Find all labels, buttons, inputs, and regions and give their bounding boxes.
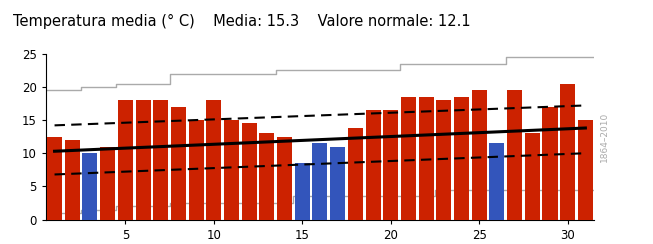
Bar: [330, 147, 345, 220]
Bar: [206, 100, 221, 220]
Bar: [242, 123, 257, 220]
Bar: [560, 83, 575, 220]
Bar: [100, 147, 115, 220]
Bar: [136, 100, 151, 220]
Bar: [295, 163, 310, 220]
Bar: [419, 97, 434, 220]
Bar: [383, 110, 398, 220]
Bar: [171, 107, 186, 220]
Bar: [189, 120, 204, 220]
Bar: [312, 143, 328, 220]
Bar: [224, 120, 239, 220]
Text: 1864–2010: 1864–2010: [600, 112, 609, 162]
Bar: [489, 143, 504, 220]
Bar: [65, 140, 80, 220]
Bar: [47, 137, 62, 220]
Text: Temperatura media (° C)    Media: 15.3    Valore normale: 12.1: Temperatura media (° C) Media: 15.3 Valo…: [13, 14, 471, 29]
Bar: [507, 90, 522, 220]
Bar: [259, 133, 274, 220]
Bar: [543, 107, 558, 220]
Bar: [366, 110, 381, 220]
Bar: [436, 100, 451, 220]
Bar: [348, 128, 363, 220]
Bar: [401, 97, 416, 220]
Bar: [277, 137, 292, 220]
Bar: [525, 133, 540, 220]
Bar: [153, 100, 168, 220]
Bar: [454, 97, 469, 220]
Bar: [118, 100, 133, 220]
Bar: [471, 90, 486, 220]
Bar: [82, 153, 97, 220]
Bar: [578, 120, 593, 220]
